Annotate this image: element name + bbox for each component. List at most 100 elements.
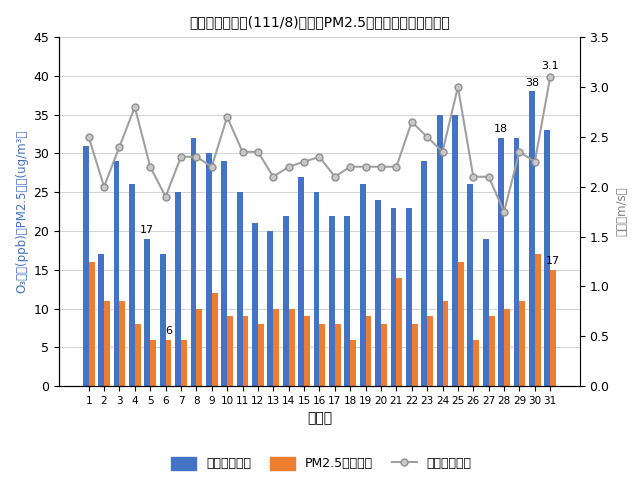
Bar (150, 340, 156, 386)
Bar (504, 309, 510, 386)
Title: 環保署線西測站(111/8)臭氧、PM2.5與風速日平均值趨勢圖: 環保署線西測站(111/8)臭氧、PM2.5與風速日平均值趨勢圖 (189, 15, 450, 29)
Bar (304, 317, 310, 386)
Bar (421, 161, 427, 386)
Bar (267, 231, 273, 386)
風速日平均值 (469, 174, 477, 180)
Bar (396, 277, 403, 386)
Bar (467, 184, 473, 386)
Bar (98, 254, 104, 386)
Bar (458, 262, 464, 386)
Bar (359, 184, 366, 386)
Bar (345, 215, 350, 386)
風速日平均值 (131, 104, 139, 110)
Bar (412, 324, 417, 386)
風速日平均值 (454, 84, 462, 90)
風速日平均值 (162, 194, 170, 199)
Bar (452, 115, 458, 386)
Bar (375, 200, 381, 386)
Bar (258, 324, 264, 386)
風速日平均值 (300, 159, 308, 165)
Bar (104, 301, 110, 386)
風速日平均值 (147, 164, 154, 170)
Bar (520, 301, 525, 386)
風速日平均值 (208, 164, 215, 170)
Bar (381, 324, 387, 386)
Bar (252, 223, 258, 386)
Bar (129, 184, 135, 386)
Bar (83, 146, 89, 386)
Bar (212, 293, 217, 386)
Bar (190, 138, 196, 386)
Bar (427, 317, 433, 386)
Bar (406, 208, 412, 386)
X-axis label: 日　期: 日 期 (307, 411, 332, 425)
Bar (545, 130, 550, 386)
Bar (181, 340, 187, 386)
Bar (442, 301, 448, 386)
風速日平均值 (331, 174, 339, 180)
Y-axis label: O₃濃度(ppb)、PM2.5濃度(ug/m³）: O₃濃度(ppb)、PM2.5濃度(ug/m³） (15, 130, 28, 293)
Bar (237, 192, 242, 386)
Bar (135, 324, 141, 386)
風速日平均值 (316, 154, 323, 160)
風速日平均值 (85, 134, 93, 140)
風速日平均值 (254, 149, 262, 155)
風速日平均值 (423, 134, 431, 140)
Bar (298, 177, 304, 386)
Bar (329, 215, 335, 386)
風速日平均值 (485, 174, 493, 180)
Bar (242, 317, 248, 386)
Bar (320, 324, 325, 386)
Bar (273, 309, 279, 386)
風速日平均值 (377, 164, 385, 170)
Bar (289, 309, 294, 386)
Bar (483, 239, 489, 386)
風速日平均值 (347, 164, 354, 170)
Bar (514, 138, 520, 386)
Bar (145, 239, 150, 386)
風速日平均值 (239, 149, 246, 155)
Text: 18: 18 (494, 124, 508, 134)
Bar (166, 340, 172, 386)
Bar (366, 317, 372, 386)
風速日平均值 (100, 184, 108, 190)
Bar (498, 138, 504, 386)
風速日平均值 (516, 149, 523, 155)
Bar (314, 192, 320, 386)
Bar (221, 161, 227, 386)
Legend: 臭氧日平均值, PM2.5日平均值, 風速日平均值: 臭氧日平均值, PM2.5日平均值, 風速日平均值 (166, 452, 477, 475)
風速日平均值 (285, 164, 293, 170)
風速日平均值 (500, 209, 508, 214)
Line: 風速日平均值: 風速日平均值 (85, 74, 554, 215)
Text: 6: 6 (165, 326, 172, 336)
Bar (489, 317, 494, 386)
風速日平均值 (439, 149, 446, 155)
風速日平均值 (547, 74, 554, 80)
Text: 3.1: 3.1 (541, 61, 559, 71)
風速日平均值 (177, 154, 185, 160)
風速日平均值 (223, 114, 231, 120)
風速日平均值 (362, 164, 370, 170)
風速日平均值 (269, 174, 277, 180)
Bar (283, 215, 289, 386)
風速日平均值 (192, 154, 200, 160)
Bar (390, 208, 396, 386)
風速日平均值 (116, 144, 123, 150)
Text: 17: 17 (546, 256, 560, 266)
Text: 38: 38 (525, 77, 539, 88)
Bar (175, 192, 181, 386)
Text: 17: 17 (140, 225, 154, 235)
風速日平均值 (408, 119, 415, 125)
Bar (535, 254, 541, 386)
Bar (196, 309, 202, 386)
Bar (529, 91, 535, 386)
Bar (437, 115, 442, 386)
Bar (114, 161, 120, 386)
Bar (350, 340, 356, 386)
風速日平均值 (531, 159, 539, 165)
風速日平均值 (392, 164, 400, 170)
Bar (550, 270, 556, 386)
Bar (206, 153, 212, 386)
Bar (120, 301, 125, 386)
Bar (159, 254, 166, 386)
